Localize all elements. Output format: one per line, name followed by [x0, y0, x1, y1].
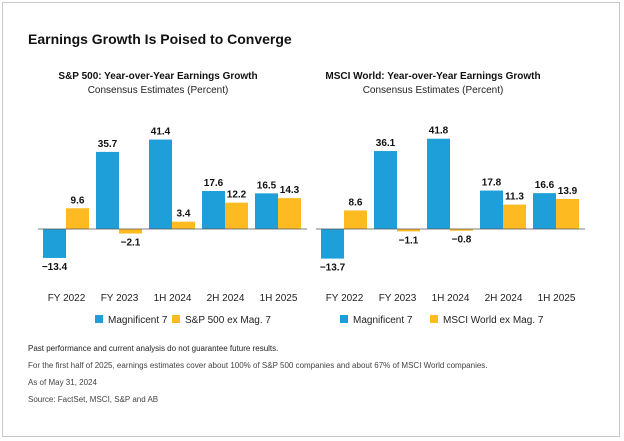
bar-ex-mag7-1h-2024 [450, 229, 473, 231]
bar-ex-mag7-1h-2025 [278, 198, 301, 229]
bar-mag7-2h-2024 [202, 190, 225, 229]
legend-label-mag7: Magnificent 7 [353, 315, 413, 326]
data-label: 17.8 [482, 178, 502, 189]
bar-ex-mag7-2h-2024 [503, 204, 526, 229]
data-label: −2.1 [121, 238, 141, 249]
data-label: −0.8 [452, 235, 472, 246]
bar-mag7-fy-2023 [96, 151, 119, 229]
bar-ex-mag7-fy-2022 [66, 208, 89, 229]
x-tick-label: 2H 2024 [485, 293, 523, 304]
bar-ex-mag7-1h-2024 [172, 221, 195, 229]
bar-mag7-2h-2024 [480, 190, 503, 229]
chart-subtitle: Consensus Estimates (Percent) [363, 85, 504, 96]
data-label: 14.3 [280, 185, 300, 196]
x-tick-label: 1H 2025 [538, 293, 576, 304]
footer-disclaimer: Past performance and current analysis do… [28, 344, 279, 353]
bar-mag7-1h-2025 [533, 193, 556, 229]
legend-swatch-ex-mag7 [172, 315, 180, 323]
data-label: −1.1 [399, 235, 419, 246]
bar-ex-mag7-fy-2023 [397, 229, 420, 232]
legend-label-ex-mag7: S&P 500 ex Mag. 7 [185, 315, 271, 326]
chart-title: MSCI World: Year-over-Year Earnings Grow… [325, 71, 540, 82]
bar-ex-mag7-fy-2023 [119, 229, 142, 234]
bar-mag7-fy-2022 [321, 229, 344, 259]
x-tick-label: FY 2022 [48, 293, 86, 304]
x-tick-label: 1H 2025 [260, 293, 298, 304]
x-tick-label: 2H 2024 [207, 293, 245, 304]
bar-mag7-1h-2024 [427, 138, 450, 229]
bar-mag7-1h-2024 [149, 139, 172, 229]
data-label: 13.9 [558, 186, 578, 197]
footer: Past performance and current analysis do… [28, 344, 598, 412]
legend-swatch-ex-mag7 [430, 315, 438, 323]
x-tick-label: 1H 2024 [154, 293, 192, 304]
bar-ex-mag7-1h-2025 [556, 198, 579, 229]
legend-label-ex-mag7: MSCI World ex Mag. 7 [443, 315, 544, 326]
data-label: 16.5 [257, 180, 277, 191]
chart-title: S&P 500: Year-over-Year Earnings Growth [58, 71, 257, 82]
bar-mag7-fy-2022 [43, 229, 66, 258]
bar-ex-mag7-fy-2022 [344, 210, 367, 229]
legend-label-mag7: Magnificent 7 [108, 315, 168, 326]
data-label: 3.4 [177, 209, 191, 220]
main-title: Earnings Growth Is Poised to Converge [28, 31, 292, 47]
data-label: 12.2 [227, 190, 247, 201]
data-label: 11.3 [505, 192, 524, 203]
bar-ex-mag7-2h-2024 [225, 202, 248, 229]
data-label: −13.4 [42, 262, 68, 273]
x-tick-label: FY 2023 [101, 293, 139, 304]
data-label: 17.6 [204, 178, 224, 189]
data-label: 9.6 [71, 195, 85, 206]
bar-mag7-fy-2023 [374, 151, 397, 229]
data-label: 35.7 [98, 139, 118, 150]
x-tick-label: FY 2022 [326, 293, 364, 304]
data-label: 41.8 [429, 126, 449, 137]
data-label: 36.1 [376, 138, 396, 149]
legend-swatch-mag7 [340, 315, 348, 323]
data-label: 8.6 [349, 197, 363, 208]
bar-mag7-1h-2025 [255, 193, 278, 229]
x-tick-label: 1H 2024 [432, 293, 470, 304]
x-tick-label: FY 2023 [379, 293, 417, 304]
data-label: 16.6 [535, 180, 555, 191]
data-label: −13.7 [320, 263, 346, 274]
data-label: 41.4 [151, 127, 171, 138]
footer-note: For the first half of 2025, earnings est… [28, 361, 488, 370]
chart-subtitle: Consensus Estimates (Percent) [88, 85, 229, 96]
legend-swatch-mag7 [95, 315, 103, 323]
footer-as-of: As of May 31, 2024 [28, 378, 97, 387]
footer-source: Source: FactSet, MSCI, S&P and AB [28, 395, 159, 404]
